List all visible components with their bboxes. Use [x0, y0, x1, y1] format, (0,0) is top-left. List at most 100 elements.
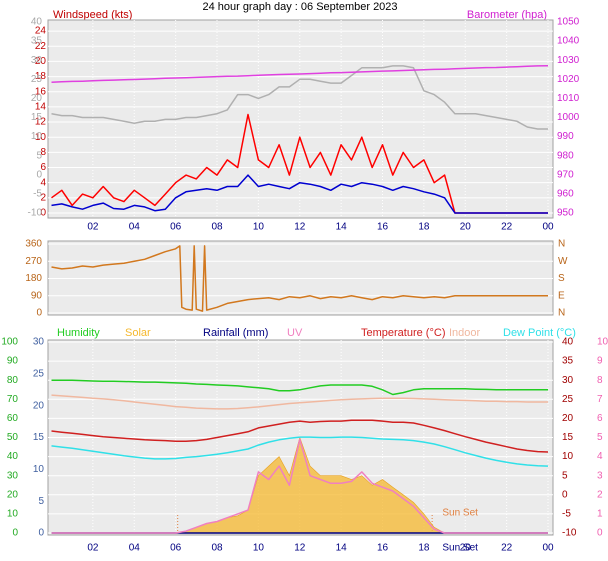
y2-tick-label: 10 [7, 509, 19, 520]
y3-tick-label: 10 [31, 131, 43, 142]
series-line [51, 245, 548, 312]
y2-tick-label: N [558, 239, 565, 250]
y4-tick-label: 8 [597, 375, 603, 386]
x-tick-label: 12 [294, 222, 306, 233]
y-tick-label: 0 [36, 308, 42, 319]
y-tick-label: 20 [562, 413, 574, 424]
series-line [51, 64, 549, 83]
y-tick-label: 0 [40, 208, 46, 219]
x-tick-label: 22 [501, 222, 513, 233]
y3-tick-label: 5 [36, 150, 42, 161]
y2-tick-label: N [558, 308, 565, 319]
y3-tick-label: 30 [33, 337, 45, 348]
y4-tick-label: 2 [597, 489, 603, 500]
y2-tick-label: 50 [7, 432, 19, 443]
y-tick-label: 10 [35, 132, 47, 143]
annotation: Sun Set [442, 508, 478, 519]
y2-tick-label: 90 [7, 356, 19, 367]
legend-label: Humidity [57, 327, 100, 339]
y-tick-label: 8 [40, 147, 46, 158]
y2-tick-label: 30 [7, 470, 19, 481]
y3-tick-label: 25 [33, 368, 45, 379]
series-line [51, 379, 548, 396]
y4-tick-label: 7 [597, 394, 603, 405]
x-tick-label: 08 [211, 222, 223, 233]
y4-tick-label: 9 [597, 356, 603, 367]
y3-tick-label: 35 [31, 36, 43, 47]
y-tick-label: 10 [562, 451, 574, 462]
y4-tick-label: 0 [597, 528, 603, 539]
y2-tick-label: 60 [7, 413, 19, 424]
x-tick-label: 18 [418, 543, 430, 554]
chart-title: 24 hour graph day : 06 September 2023 [202, 1, 397, 13]
y-tick-label: 16 [35, 86, 47, 97]
y-axis-label: Windspeed (kts) [53, 9, 132, 21]
legend-label: Temperature (°C) [361, 327, 445, 339]
y2-tick-label: 1030 [557, 55, 580, 66]
y4-tick-label: 1 [597, 509, 603, 520]
y3-tick-label: 15 [33, 432, 45, 443]
legend-label: Indoor [449, 327, 481, 339]
x-tick-label: 20 [460, 222, 472, 233]
y2-tick-label: 1050 [557, 17, 580, 28]
y-tick-label: 360 [25, 239, 42, 250]
legend-label: Rainfall (mm) [203, 327, 268, 339]
y3-tick-label: 20 [31, 93, 43, 104]
y2-tick-label: 980 [557, 150, 574, 161]
y4-tick-label: 3 [597, 470, 603, 481]
series-line [51, 436, 549, 467]
x-tick-label: 16 [377, 222, 389, 233]
y-tick-label: 15 [562, 432, 574, 443]
y2-tick-label: 950 [557, 208, 574, 219]
y-tick-label: 270 [25, 256, 42, 267]
y2-axis-label: Barometer (hpa) [467, 9, 547, 21]
series-line [51, 438, 548, 534]
y2-tick-label: 20 [7, 489, 19, 500]
legend-label: UV [287, 327, 303, 339]
series-line [51, 394, 548, 410]
y3-tick-label: 0 [38, 528, 44, 539]
y2-tick-label: 100 [1, 337, 18, 348]
y-tick-label: 0 [562, 489, 568, 500]
y2-tick-label: 70 [7, 394, 19, 405]
y3-tick-label: 40 [31, 17, 43, 28]
y-tick-label: 180 [25, 273, 42, 284]
y3-tick-label: 0 [36, 169, 42, 180]
x-tick-label: 02 [87, 222, 99, 233]
y-tick-label: -10 [562, 528, 577, 539]
y2-tick-label: 1000 [557, 112, 580, 123]
x-tick-label: 22 [501, 543, 513, 554]
y2-tick-label: 40 [7, 451, 19, 462]
y2-tick-label: 1010 [557, 93, 580, 104]
x-tick-label: 12 [294, 543, 306, 554]
y4-tick-label: 4 [597, 451, 603, 462]
x-tick-label: 08 [211, 543, 223, 554]
y2-tick-label: 0 [12, 528, 18, 539]
y3-tick-label: 5 [38, 496, 44, 507]
y2-tick-label: S [558, 273, 565, 284]
x-tick-label: 14 [336, 222, 348, 233]
y-tick-label: 5 [562, 470, 568, 481]
y-tick-label: 24 [35, 26, 47, 37]
plot-area [47, 19, 554, 219]
x-tick-label: 02 [87, 543, 99, 554]
y3-tick-label: 10 [33, 464, 45, 475]
y4-tick-label: 5 [597, 432, 603, 443]
y2-tick-label: W [558, 256, 568, 267]
y-tick-label: 2 [40, 192, 46, 203]
y-tick-label: 12 [35, 117, 47, 128]
series-line [51, 174, 548, 214]
y-tick-label: 35 [562, 356, 574, 367]
y-tick-label: 6 [40, 162, 46, 173]
y-tick-label: 90 [31, 290, 43, 301]
y2-tick-label: 990 [557, 131, 574, 142]
y-tick-label: 14 [35, 102, 47, 113]
x-tick-label: 06 [170, 543, 182, 554]
x-tick-label: 20 [460, 543, 472, 554]
y-tick-label: 22 [35, 41, 47, 52]
y2-tick-label: 1040 [557, 36, 580, 47]
y-tick-label: 30 [562, 375, 574, 386]
y2-tick-label: 80 [7, 375, 19, 386]
y2-tick-label: 970 [557, 169, 574, 180]
y-tick-label: 40 [562, 337, 574, 348]
